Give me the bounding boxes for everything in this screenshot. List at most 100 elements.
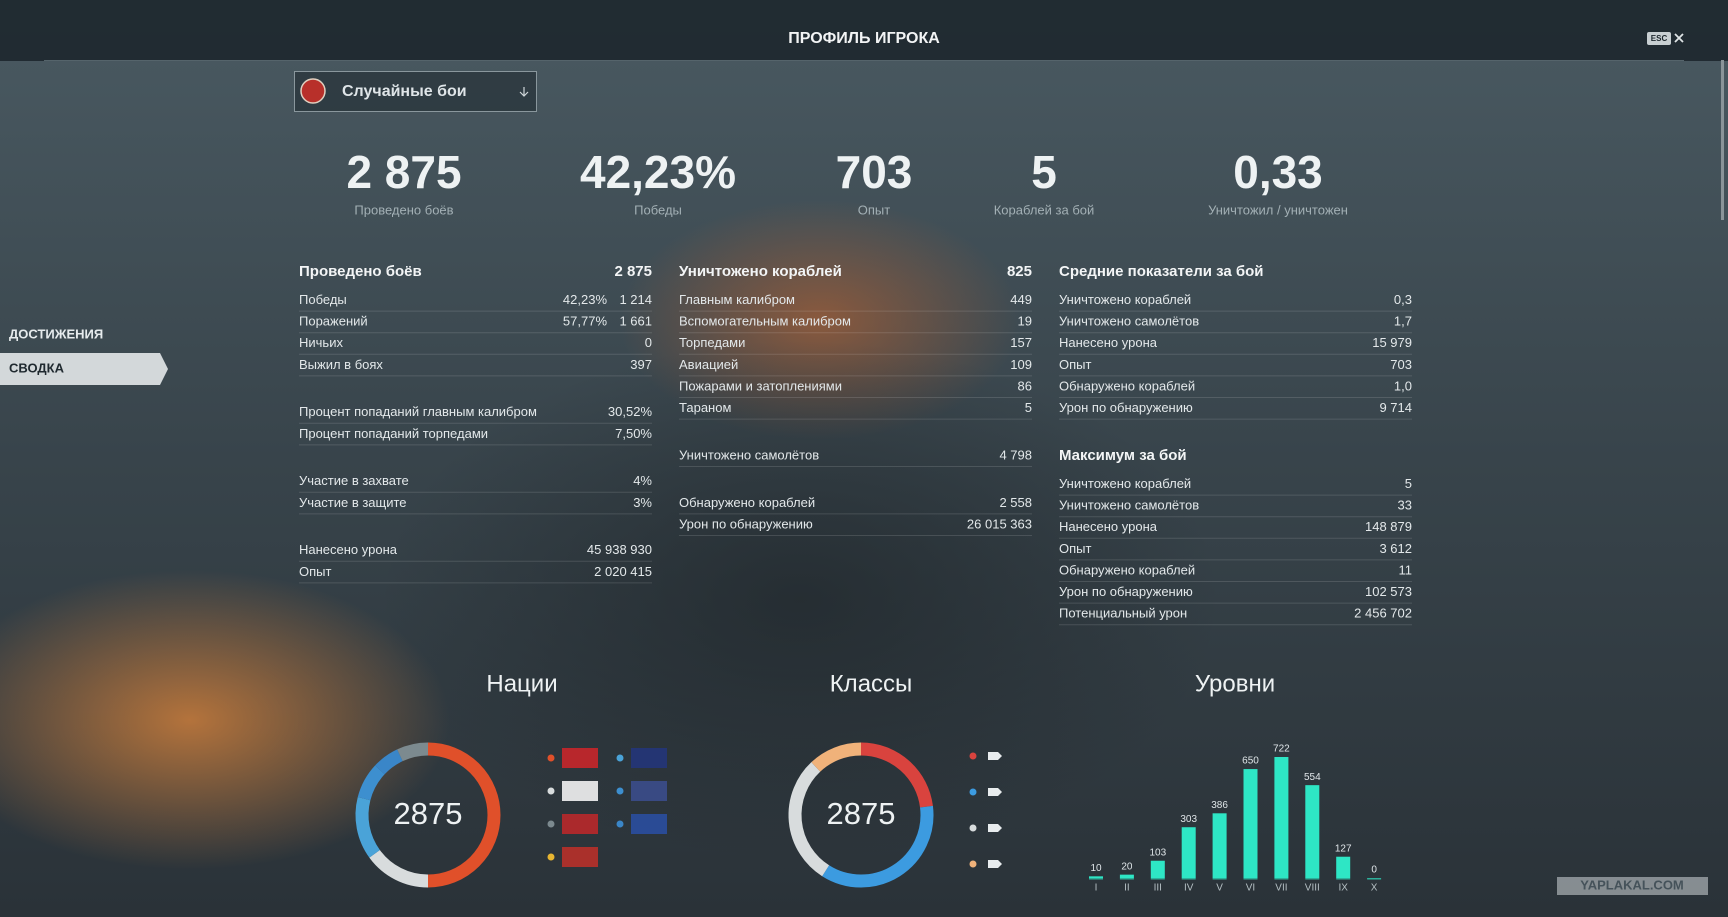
stat-percent: 57,77% [563,314,608,329]
stat-label: Урон по обнаружению [679,516,813,531]
legend-dot [969,824,977,832]
legend-flag-icon [562,748,598,768]
stat-label: Ничьих [299,335,343,350]
x-tick-label: III [1154,883,1162,894]
legend-flag-icon [631,748,667,768]
stat-value: 157 [1010,335,1032,350]
bar-value-label: 650 [1242,756,1259,767]
x-tick-label: II [1124,883,1130,894]
x-tick-label: X [1371,883,1378,894]
stat-value: 26 015 363 [967,516,1032,531]
stat-label: Обнаружено кораблей [679,495,815,510]
stat-value: 3% [633,495,652,510]
x-tick-label: IV [1184,883,1194,894]
legend-dot [969,860,977,868]
section-title: Проведено боёв [299,263,422,280]
stat-value: 703 [1390,357,1412,372]
donut-total: 2875 [394,796,463,831]
stat-label: Уничтожено кораблей [1059,292,1191,307]
bar-value-label: 103 [1149,847,1166,858]
legend-dot [616,820,624,828]
bar-base [1367,878,1382,880]
stat-value: 11 [1399,562,1413,577]
stat-label: Уничтожено самолётов [1059,314,1199,329]
esc-badge[interactable] [1647,32,1671,45]
legend-dot [547,820,555,828]
bar-base [1181,878,1196,880]
stat-value: 109 [1010,357,1032,372]
stat-value: 86 [1018,378,1032,393]
close-icon[interactable] [1674,33,1684,43]
donut-segment [355,796,381,858]
sidebar-item[interactable]: СВОДКА [9,360,65,375]
stat-label: Главным калибром [679,292,795,307]
summary-value: 0,33 [1233,146,1323,198]
sidebar-active-tab [0,353,168,385]
chart-title: Нации [486,670,557,697]
stat-label: Участие в защите [299,495,407,510]
stat-value: 33 [1398,498,1412,513]
section-title: Уничтожено кораблей [679,263,842,280]
legend-dot [547,754,555,762]
x-tick-label: VIII [1305,883,1320,894]
mode-label[interactable]: Случайные бои [342,83,467,100]
legend-dot [616,787,624,795]
watermark: YAPLAKAL.COM [1580,877,1684,892]
stat-value: 397 [630,357,652,372]
section-title: Средние показатели за бой [1059,263,1264,280]
stat-value: 5 [1025,400,1032,415]
bar-base [1150,878,1165,880]
bar-base [1089,878,1103,880]
stat-label: Вспомогательным калибром [679,314,851,329]
bar [1274,757,1289,878]
legend-flag-icon [562,847,598,867]
legend-dot [969,788,977,796]
esc-label[interactable]: ESC [1651,34,1668,43]
bar-base [1119,878,1134,880]
donut-segment [397,742,429,762]
donut-segment [427,742,501,888]
stat-value: 3 612 [1379,541,1412,556]
bar [1212,813,1227,878]
bar-base [1243,878,1258,880]
bar [1150,860,1165,878]
x-tick-label: I [1095,883,1098,894]
bar [1119,874,1134,878]
x-tick-label: IX [1338,883,1348,894]
stat-value: 0 [645,335,652,350]
stat-value: 0,3 [1394,292,1412,307]
legend-flag-icon [631,781,667,801]
bar-value-label: 722 [1273,744,1290,755]
sidebar-item[interactable]: ДОСТИЖЕНИЯ [9,326,103,341]
chart-title: Классы [830,670,913,697]
summary-label: Уничтожил / уничтожен [1208,202,1348,217]
stat-label: Урон по обнаружению [1059,400,1193,415]
legend-dot [969,752,977,760]
bar [1305,785,1320,878]
bar [1336,856,1351,878]
mode-select[interactable] [294,71,537,112]
stat-label: Тараном [679,400,731,415]
stat-value: 449 [1010,292,1032,307]
section-title: Максимум за бой [1059,447,1187,464]
stat-value: 4% [633,473,652,488]
dropdown-arrow [519,87,529,97]
stat-value: 5 [1405,476,1412,491]
stat-label: Опыт [1059,541,1091,556]
section-total: 2 875 [614,263,652,280]
legend-flag-icon [562,814,598,834]
bar-base [1336,878,1351,880]
legend-dot [616,754,624,762]
watermark-box [1557,877,1708,895]
stat-label: Победы [299,292,347,307]
bar-base [1305,878,1320,880]
stat-value: 1 214 [619,292,652,307]
legend-class-icon [988,824,1002,832]
summary-label: Проведено боёв [354,202,453,217]
bar-value-label: 554 [1304,772,1321,783]
chart-title: Уровни [1195,670,1275,697]
legend-dot [547,853,555,861]
stat-label: Участие в захвате [299,473,409,488]
stat-label: Уничтожено самолётов [1059,498,1199,513]
